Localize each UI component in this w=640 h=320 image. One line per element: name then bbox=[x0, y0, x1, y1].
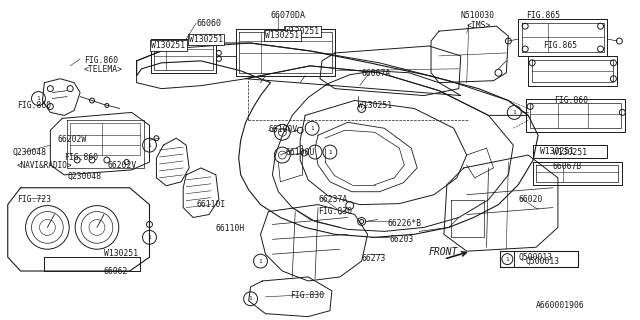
Text: W130251: W130251 bbox=[266, 31, 300, 40]
Text: 66202W: 66202W bbox=[58, 135, 86, 144]
Text: Q230048: Q230048 bbox=[13, 148, 47, 157]
Text: FIG.860: FIG.860 bbox=[84, 56, 118, 65]
Text: FIG.865: FIG.865 bbox=[543, 41, 577, 50]
Text: 66020: 66020 bbox=[518, 195, 543, 204]
Text: 66100U: 66100U bbox=[285, 148, 314, 157]
Text: 66202V: 66202V bbox=[108, 161, 137, 170]
Text: 66070DA: 66070DA bbox=[271, 11, 305, 20]
Text: 1: 1 bbox=[148, 143, 152, 148]
Text: FRONT: FRONT bbox=[429, 247, 458, 257]
Text: FIG.860: FIG.860 bbox=[64, 153, 99, 162]
Text: N510030: N510030 bbox=[461, 11, 495, 20]
Text: Q500013: Q500013 bbox=[525, 257, 559, 266]
Text: FIG.830: FIG.830 bbox=[318, 207, 352, 216]
Text: FIG.865: FIG.865 bbox=[526, 11, 560, 20]
Text: W130251: W130251 bbox=[285, 27, 319, 36]
Text: 66110H: 66110H bbox=[216, 224, 245, 233]
Text: 66067A: 66067A bbox=[362, 69, 391, 78]
Text: 1: 1 bbox=[310, 126, 314, 131]
Text: W130251: W130251 bbox=[540, 147, 574, 156]
Text: 1: 1 bbox=[249, 296, 253, 301]
Text: 66060: 66060 bbox=[196, 19, 221, 28]
Text: <NAVI&RADIO>: <NAVI&RADIO> bbox=[17, 161, 72, 170]
Text: 1: 1 bbox=[148, 235, 152, 240]
Text: 1: 1 bbox=[36, 96, 40, 101]
Text: <IMS>: <IMS> bbox=[467, 21, 491, 30]
Text: 66067B: 66067B bbox=[553, 162, 582, 171]
Text: W130251: W130251 bbox=[104, 249, 138, 258]
Text: 66226*B: 66226*B bbox=[387, 220, 422, 228]
Text: FIG.830: FIG.830 bbox=[291, 291, 324, 300]
Text: 66273: 66273 bbox=[362, 254, 386, 263]
Text: 66062: 66062 bbox=[104, 267, 128, 276]
Text: <TELEMA>: <TELEMA> bbox=[84, 65, 123, 74]
Text: W130251: W130251 bbox=[553, 148, 587, 157]
Text: W130251: W130251 bbox=[358, 100, 392, 109]
Text: 66237A: 66237A bbox=[318, 195, 348, 204]
Text: Q500013: Q500013 bbox=[518, 253, 552, 262]
Text: 1: 1 bbox=[506, 257, 509, 262]
Text: FIG.860: FIG.860 bbox=[554, 96, 588, 105]
Text: 66100V: 66100V bbox=[268, 125, 298, 134]
Text: 66110I: 66110I bbox=[196, 200, 225, 209]
Text: 1: 1 bbox=[259, 259, 262, 264]
Text: 1: 1 bbox=[328, 149, 332, 155]
Text: Q230048: Q230048 bbox=[67, 172, 101, 181]
Text: A660001906: A660001906 bbox=[536, 301, 585, 310]
Text: W130251: W130251 bbox=[189, 35, 223, 44]
Text: 1: 1 bbox=[513, 110, 516, 115]
Text: FIG.723: FIG.723 bbox=[17, 195, 51, 204]
Text: FIG.860: FIG.860 bbox=[17, 100, 51, 109]
Text: 66203: 66203 bbox=[389, 235, 414, 244]
Text: W130251: W130251 bbox=[152, 41, 186, 50]
